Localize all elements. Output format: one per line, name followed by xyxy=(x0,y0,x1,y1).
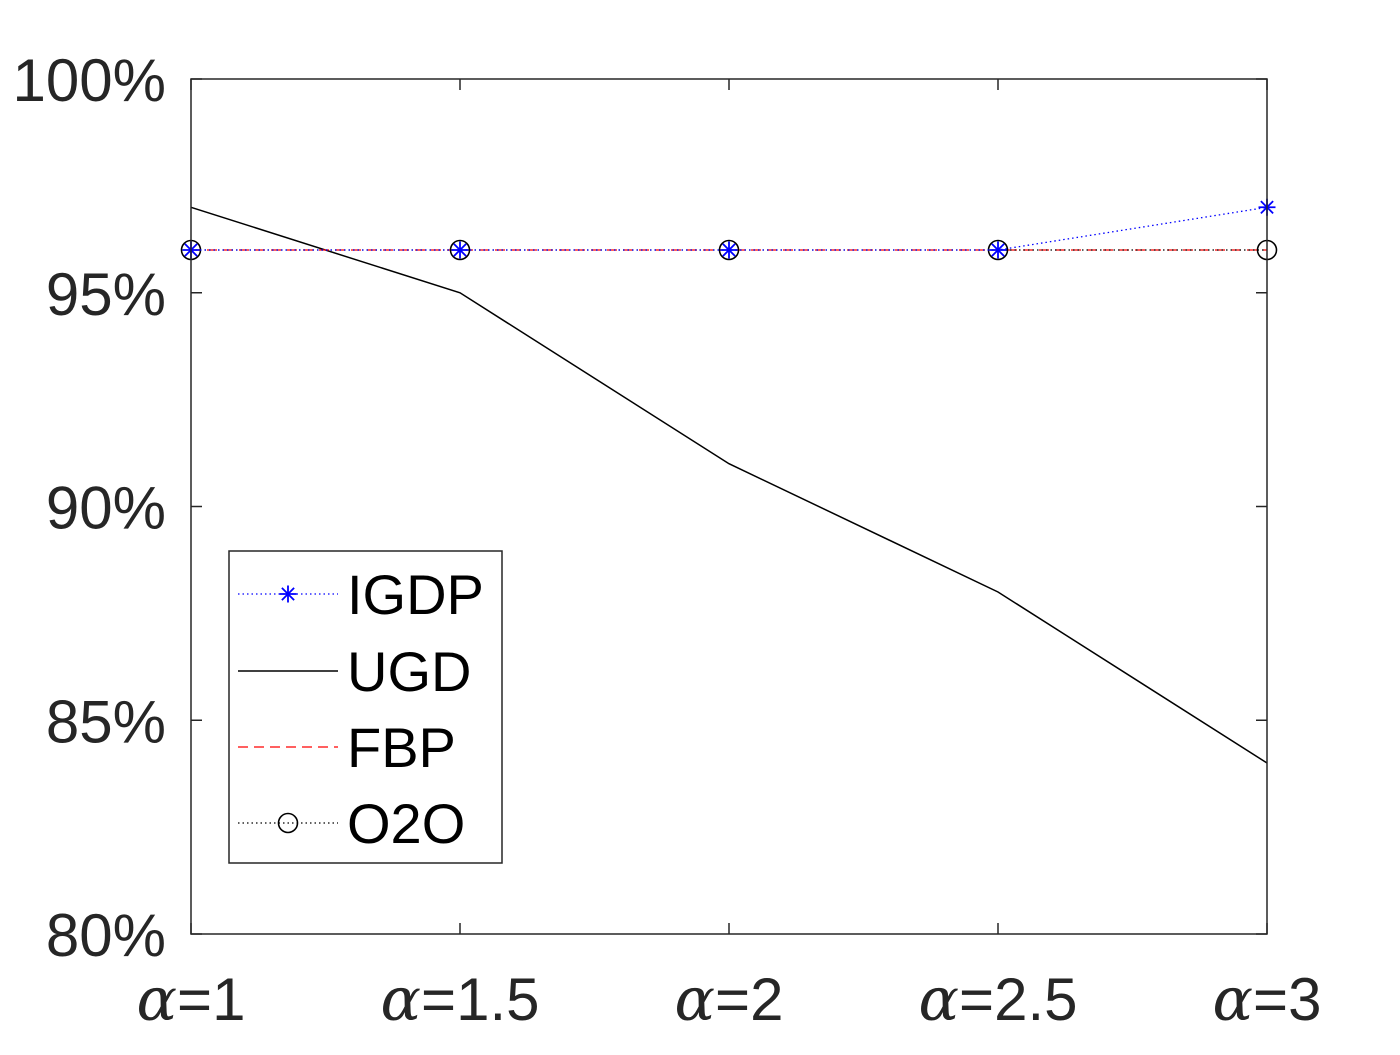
y-tick-label: 80% xyxy=(46,902,166,969)
data-point-igdp-3 xyxy=(989,241,1007,259)
legend-label-ugd: UGD xyxy=(347,640,471,703)
x-tick-label: α=2 xyxy=(675,965,784,1035)
legend-marker-o2o xyxy=(277,812,299,834)
series-line-ugd xyxy=(190,206,1268,764)
data-point-o2o-1 xyxy=(449,239,471,261)
y-tick-label: 85% xyxy=(46,688,166,755)
data-point-o2o-2 xyxy=(718,239,740,261)
axes-group: 80% 85% 90% 95% 100% α=1 α=1.5 α=2 α=2.5 α=3 xyxy=(13,47,1322,1035)
x-tick-label: α=1 xyxy=(137,965,246,1035)
legend-marker-igdp xyxy=(279,585,297,603)
legend-label-igdp: IGDP xyxy=(347,563,484,626)
legend: IGDP UGD FBP O2O xyxy=(228,550,503,864)
x-tick-label: α=1.5 xyxy=(381,965,540,1035)
y-tick-label: 90% xyxy=(46,475,166,542)
legend-box xyxy=(228,550,503,864)
legend-label-fbp: FBP xyxy=(347,716,456,779)
data-point-igdp-1 xyxy=(451,241,469,259)
x-tick-label: α=2.5 xyxy=(919,965,1078,1035)
legend-label-o2o: O2O xyxy=(347,792,465,855)
data-point-igdp-2 xyxy=(720,241,738,259)
x-tick-label: α=3 xyxy=(1213,965,1322,1035)
y-tick-label: 95% xyxy=(46,261,166,328)
y-tick-label: 100% xyxy=(13,47,166,114)
